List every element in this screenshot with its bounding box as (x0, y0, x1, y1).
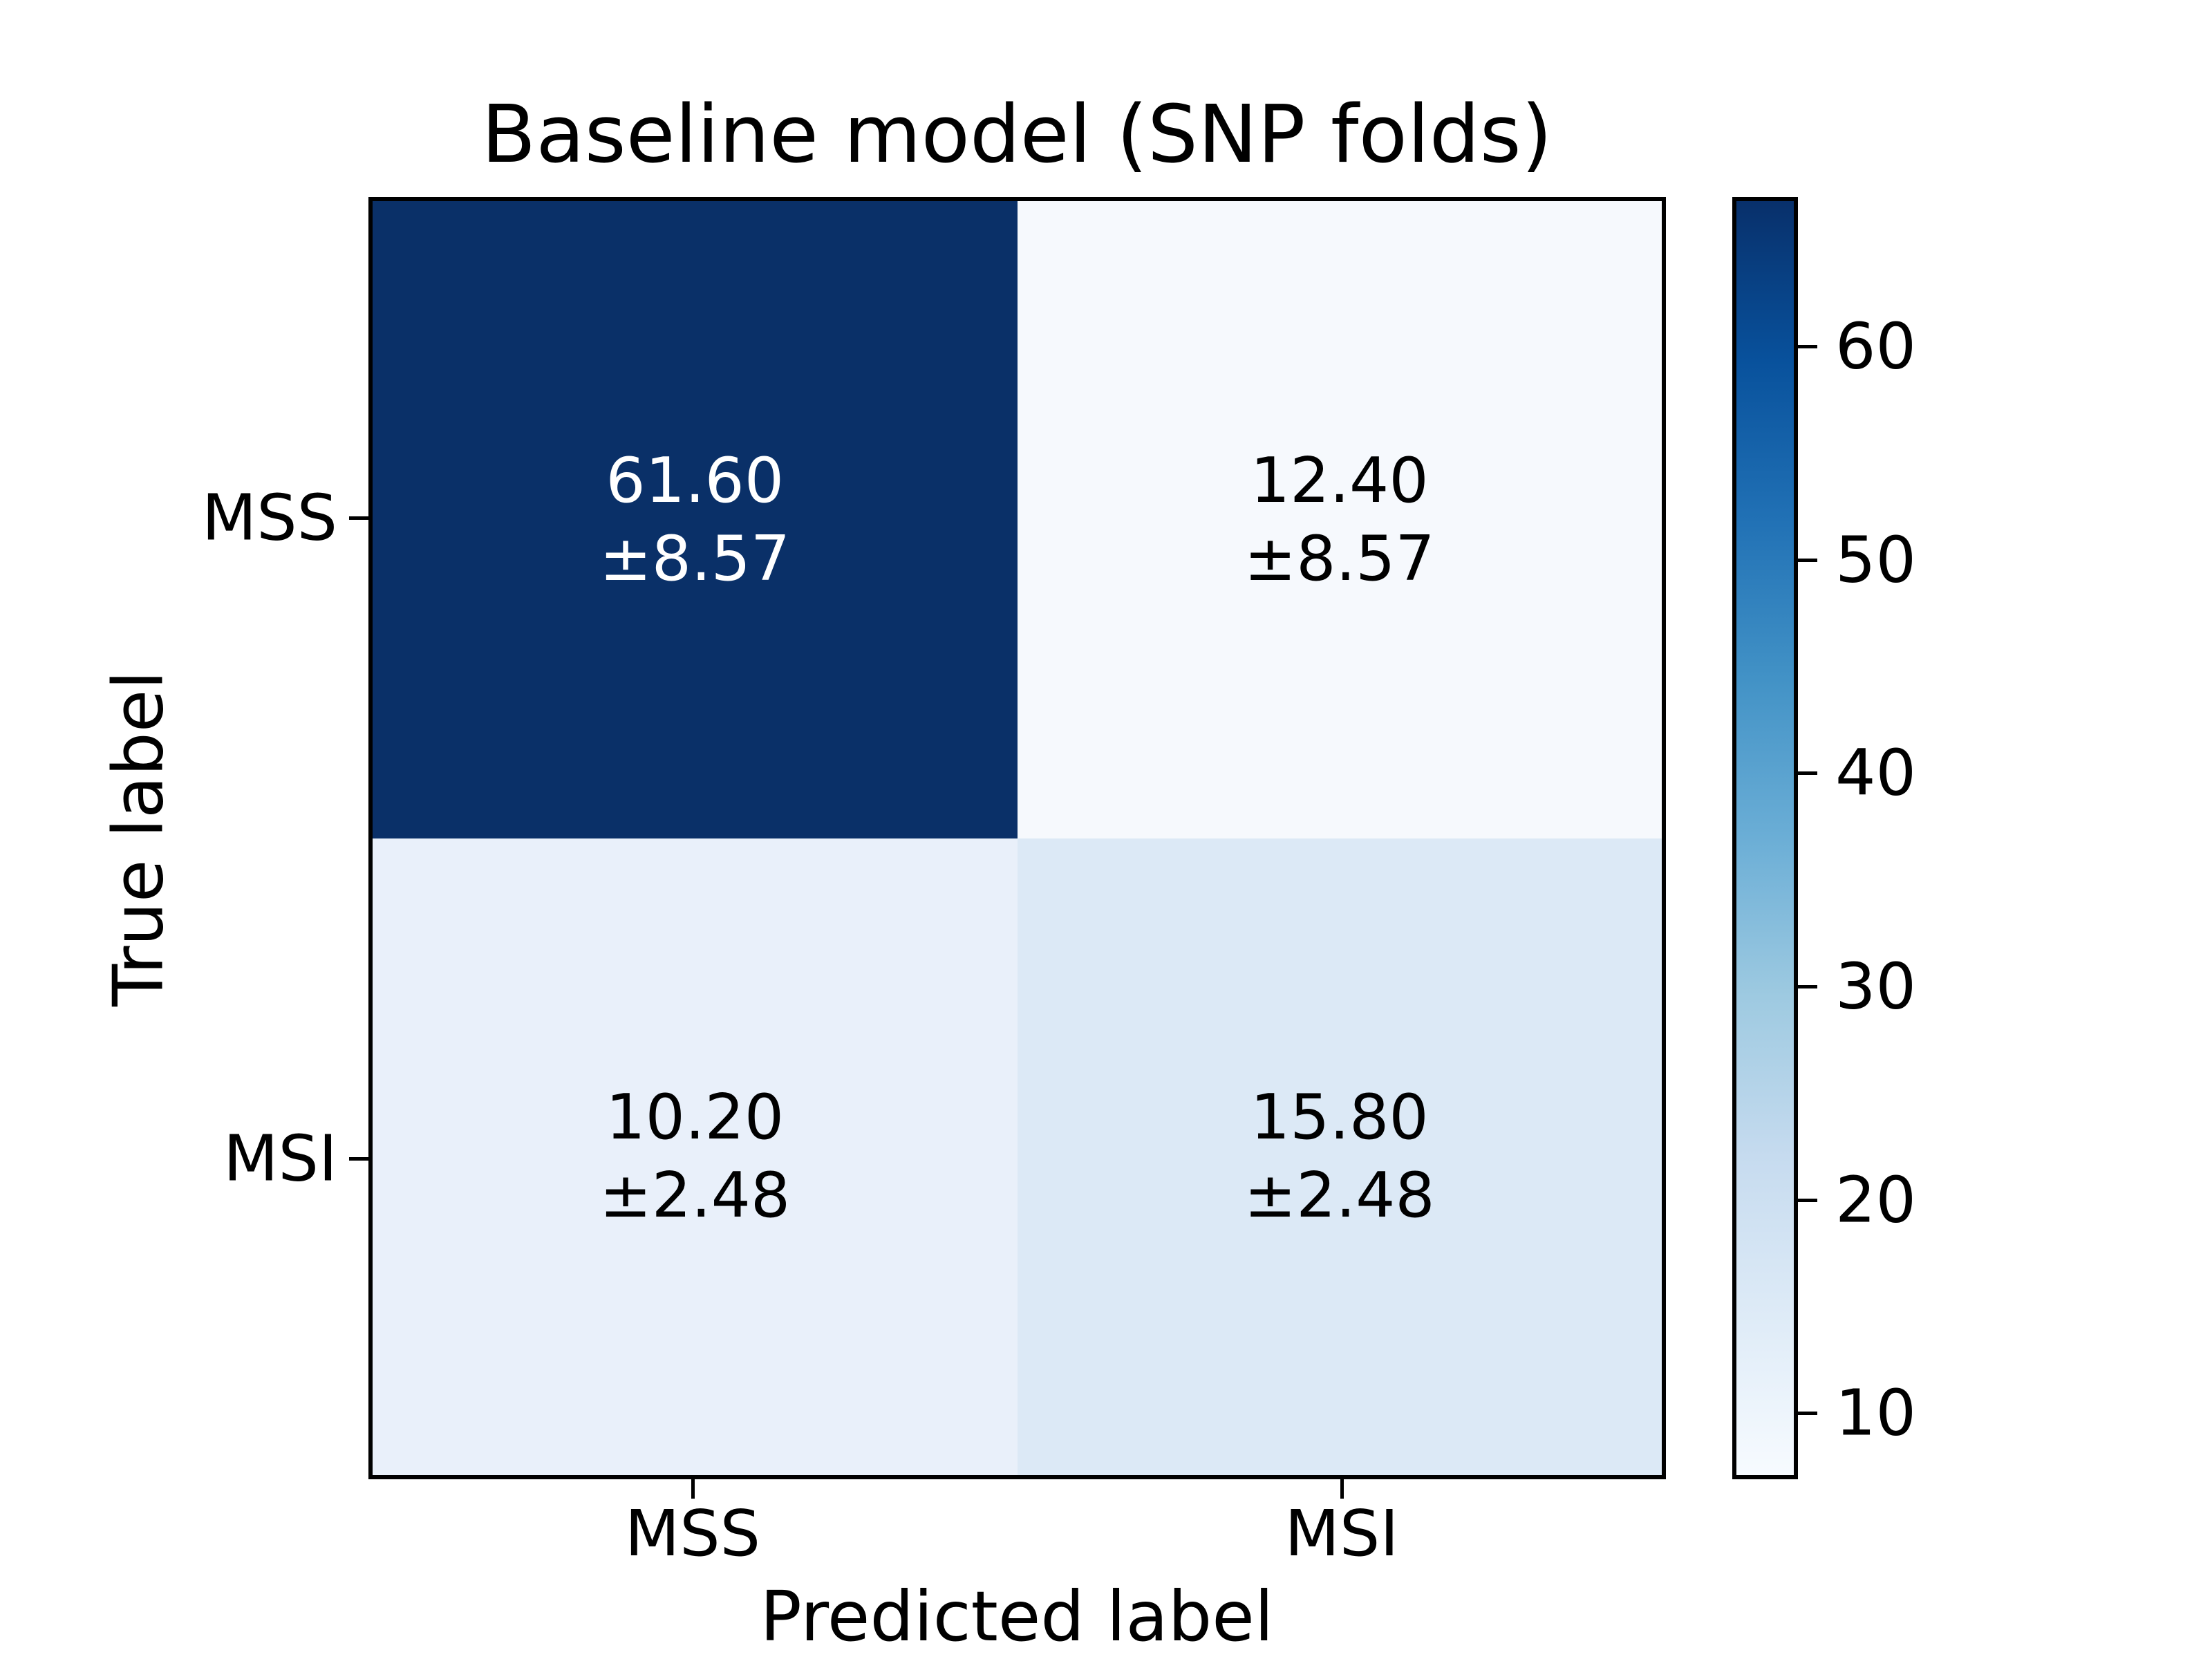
colorbar (1732, 197, 1798, 1479)
colorbar-tick-mark (1798, 771, 1817, 776)
cell-mean-value: 61.60 (606, 444, 785, 517)
y-tick-mark-mss (349, 516, 368, 520)
colorbar-tick-label: 60 (1835, 309, 1917, 384)
y-tick-label-mss: MSS (201, 480, 337, 555)
cell-true-mss-pred-msi: 12.40 ±8.57 (1017, 201, 1662, 838)
x-tick-label-mss: MSS (624, 1497, 761, 1571)
x-axis-label: Predicted label (760, 1576, 1274, 1657)
x-tick-label-msi: MSI (1284, 1497, 1399, 1571)
cell-mean-value: 12.40 (1250, 444, 1429, 517)
colorbar-tick-label: 50 (1835, 523, 1917, 597)
y-axis-label: True label (97, 670, 179, 1007)
cell-true-mss-pred-mss: 61.60 ±8.57 (373, 201, 1018, 838)
colorbar-tick-mark (1798, 1412, 1817, 1416)
cell-true-msi-pred-mss: 10.20 ±2.48 (373, 838, 1018, 1475)
x-tick-mark-mss (691, 1479, 695, 1499)
colorbar-tick-mark (1798, 558, 1817, 562)
cell-std-value: ±8.57 (1244, 522, 1435, 595)
colorbar-tick-mark (1798, 1198, 1817, 1202)
colorbar-tick-mark (1798, 345, 1817, 349)
y-tick-label-msi: MSI (223, 1121, 337, 1196)
cell-std-value: ±2.48 (1244, 1159, 1435, 1232)
cell-std-value: ±8.57 (599, 522, 791, 595)
heatmap: 61.60 ±8.57 12.40 ±8.57 10.20 ±2.48 15.8… (368, 197, 1666, 1479)
chart-title: Baseline model (SNP folds) (481, 88, 1553, 181)
cell-mean-value: 10.20 (606, 1081, 785, 1154)
colorbar-tick-label: 40 (1835, 735, 1917, 810)
cell-mean-value: 15.80 (1250, 1081, 1429, 1154)
y-tick-mark-msi (349, 1157, 368, 1161)
colorbar-tick-label: 30 (1835, 949, 1917, 1024)
x-tick-mark-msi (1340, 1479, 1344, 1499)
colorbar-tick-label: 10 (1835, 1376, 1917, 1450)
colorbar-tick-mark (1798, 985, 1817, 988)
cell-std-value: ±2.48 (599, 1159, 791, 1232)
cell-true-msi-pred-msi: 15.80 ±2.48 (1017, 838, 1662, 1475)
colorbar-tick-label: 20 (1835, 1163, 1917, 1237)
